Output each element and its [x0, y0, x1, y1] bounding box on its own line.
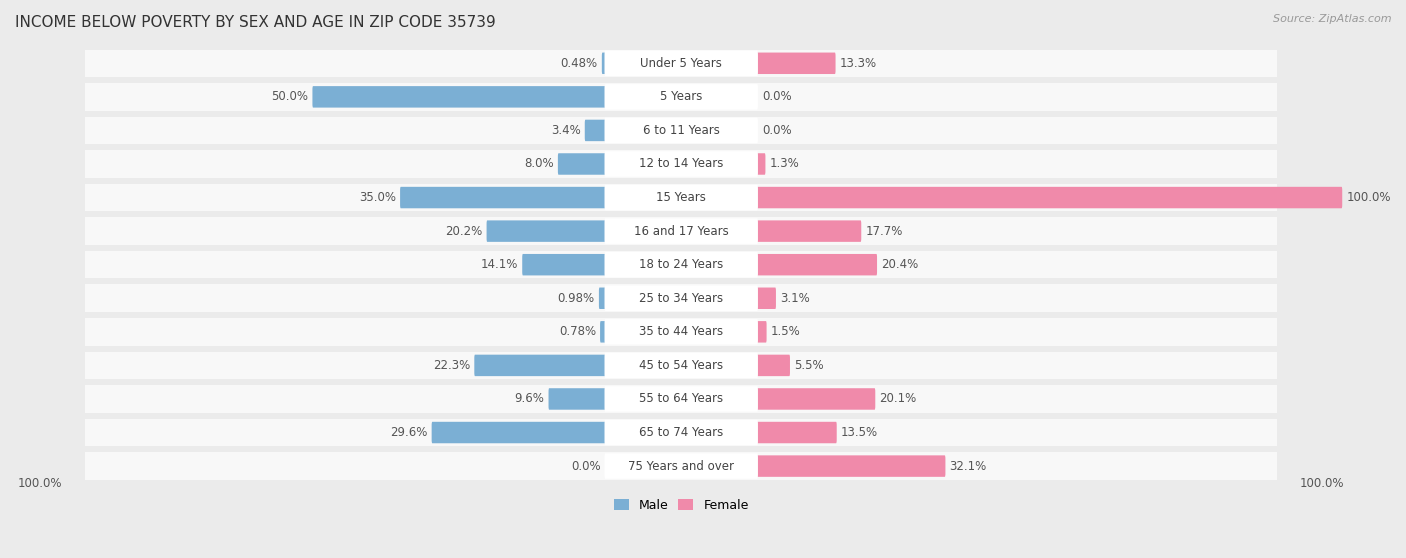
FancyBboxPatch shape [401, 187, 606, 208]
FancyBboxPatch shape [605, 420, 758, 445]
FancyBboxPatch shape [756, 422, 837, 443]
Text: 3.1%: 3.1% [780, 292, 810, 305]
Text: 35 to 44 Years: 35 to 44 Years [640, 325, 723, 338]
Text: 6 to 11 Years: 6 to 11 Years [643, 124, 720, 137]
FancyBboxPatch shape [605, 118, 758, 143]
FancyBboxPatch shape [756, 321, 766, 343]
Bar [86, 184, 1277, 211]
Text: 14.1%: 14.1% [481, 258, 519, 271]
FancyBboxPatch shape [602, 52, 606, 74]
Bar [86, 385, 1277, 413]
Text: 16 and 17 Years: 16 and 17 Years [634, 225, 728, 238]
Text: 5 Years: 5 Years [659, 90, 703, 103]
Text: 20.4%: 20.4% [882, 258, 918, 271]
Bar [86, 352, 1277, 379]
Legend: Male, Female: Male, Female [609, 494, 754, 517]
FancyBboxPatch shape [756, 455, 945, 477]
Text: 20.2%: 20.2% [446, 225, 482, 238]
FancyBboxPatch shape [605, 353, 758, 378]
FancyBboxPatch shape [599, 287, 606, 309]
Bar [86, 83, 1277, 110]
Text: 0.98%: 0.98% [558, 292, 595, 305]
Text: 0.0%: 0.0% [762, 90, 792, 103]
Text: 100.0%: 100.0% [18, 477, 62, 490]
Text: 65 to 74 Years: 65 to 74 Years [640, 426, 723, 439]
FancyBboxPatch shape [756, 254, 877, 276]
FancyBboxPatch shape [756, 153, 765, 175]
Bar [86, 318, 1277, 345]
Bar [86, 285, 1277, 312]
Text: 15 Years: 15 Years [657, 191, 706, 204]
Text: 100.0%: 100.0% [1301, 477, 1344, 490]
Text: 0.0%: 0.0% [762, 124, 792, 137]
Text: 50.0%: 50.0% [271, 90, 308, 103]
FancyBboxPatch shape [312, 86, 606, 108]
FancyBboxPatch shape [605, 286, 758, 311]
Bar [86, 150, 1277, 178]
Bar [86, 453, 1277, 480]
FancyBboxPatch shape [605, 218, 758, 244]
Text: 0.0%: 0.0% [571, 460, 600, 473]
Text: 8.0%: 8.0% [524, 157, 554, 171]
Bar [86, 50, 1277, 77]
Text: 13.3%: 13.3% [839, 57, 877, 70]
Text: 12 to 14 Years: 12 to 14 Years [640, 157, 724, 171]
Text: 32.1%: 32.1% [949, 460, 987, 473]
Text: 25 to 34 Years: 25 to 34 Years [640, 292, 723, 305]
Text: INCOME BELOW POVERTY BY SEX AND AGE IN ZIP CODE 35739: INCOME BELOW POVERTY BY SEX AND AGE IN Z… [15, 15, 496, 30]
FancyBboxPatch shape [548, 388, 606, 410]
FancyBboxPatch shape [605, 252, 758, 277]
Bar [86, 117, 1277, 144]
Text: 1.5%: 1.5% [770, 325, 800, 338]
Text: 55 to 64 Years: 55 to 64 Years [640, 392, 723, 406]
Text: 45 to 54 Years: 45 to 54 Years [640, 359, 723, 372]
Text: 35.0%: 35.0% [359, 191, 396, 204]
FancyBboxPatch shape [605, 84, 758, 109]
FancyBboxPatch shape [605, 51, 758, 76]
FancyBboxPatch shape [756, 220, 862, 242]
FancyBboxPatch shape [756, 287, 776, 309]
Text: 1.3%: 1.3% [769, 157, 799, 171]
FancyBboxPatch shape [756, 388, 876, 410]
Text: 13.5%: 13.5% [841, 426, 877, 439]
Text: 0.48%: 0.48% [561, 57, 598, 70]
Text: 3.4%: 3.4% [551, 124, 581, 137]
FancyBboxPatch shape [756, 187, 1343, 208]
Text: 0.78%: 0.78% [560, 325, 596, 338]
Text: Source: ZipAtlas.com: Source: ZipAtlas.com [1274, 14, 1392, 24]
Text: 18 to 24 Years: 18 to 24 Years [640, 258, 723, 271]
FancyBboxPatch shape [605, 185, 758, 210]
FancyBboxPatch shape [486, 220, 606, 242]
FancyBboxPatch shape [585, 119, 606, 141]
FancyBboxPatch shape [600, 321, 606, 343]
Text: 20.1%: 20.1% [879, 392, 917, 406]
FancyBboxPatch shape [605, 151, 758, 177]
Text: 17.7%: 17.7% [865, 225, 903, 238]
Text: Under 5 Years: Under 5 Years [640, 57, 723, 70]
FancyBboxPatch shape [605, 453, 758, 479]
Text: 5.5%: 5.5% [794, 359, 824, 372]
Text: 9.6%: 9.6% [515, 392, 544, 406]
FancyBboxPatch shape [605, 386, 758, 412]
Text: 75 Years and over: 75 Years and over [628, 460, 734, 473]
FancyBboxPatch shape [558, 153, 606, 175]
Bar [86, 418, 1277, 446]
FancyBboxPatch shape [432, 422, 606, 443]
Bar [86, 218, 1277, 245]
Text: 22.3%: 22.3% [433, 359, 470, 372]
FancyBboxPatch shape [605, 319, 758, 345]
Text: 100.0%: 100.0% [1347, 191, 1391, 204]
FancyBboxPatch shape [756, 355, 790, 376]
Bar [86, 251, 1277, 278]
FancyBboxPatch shape [522, 254, 606, 276]
Text: 29.6%: 29.6% [391, 426, 427, 439]
FancyBboxPatch shape [474, 355, 606, 376]
FancyBboxPatch shape [756, 52, 835, 74]
